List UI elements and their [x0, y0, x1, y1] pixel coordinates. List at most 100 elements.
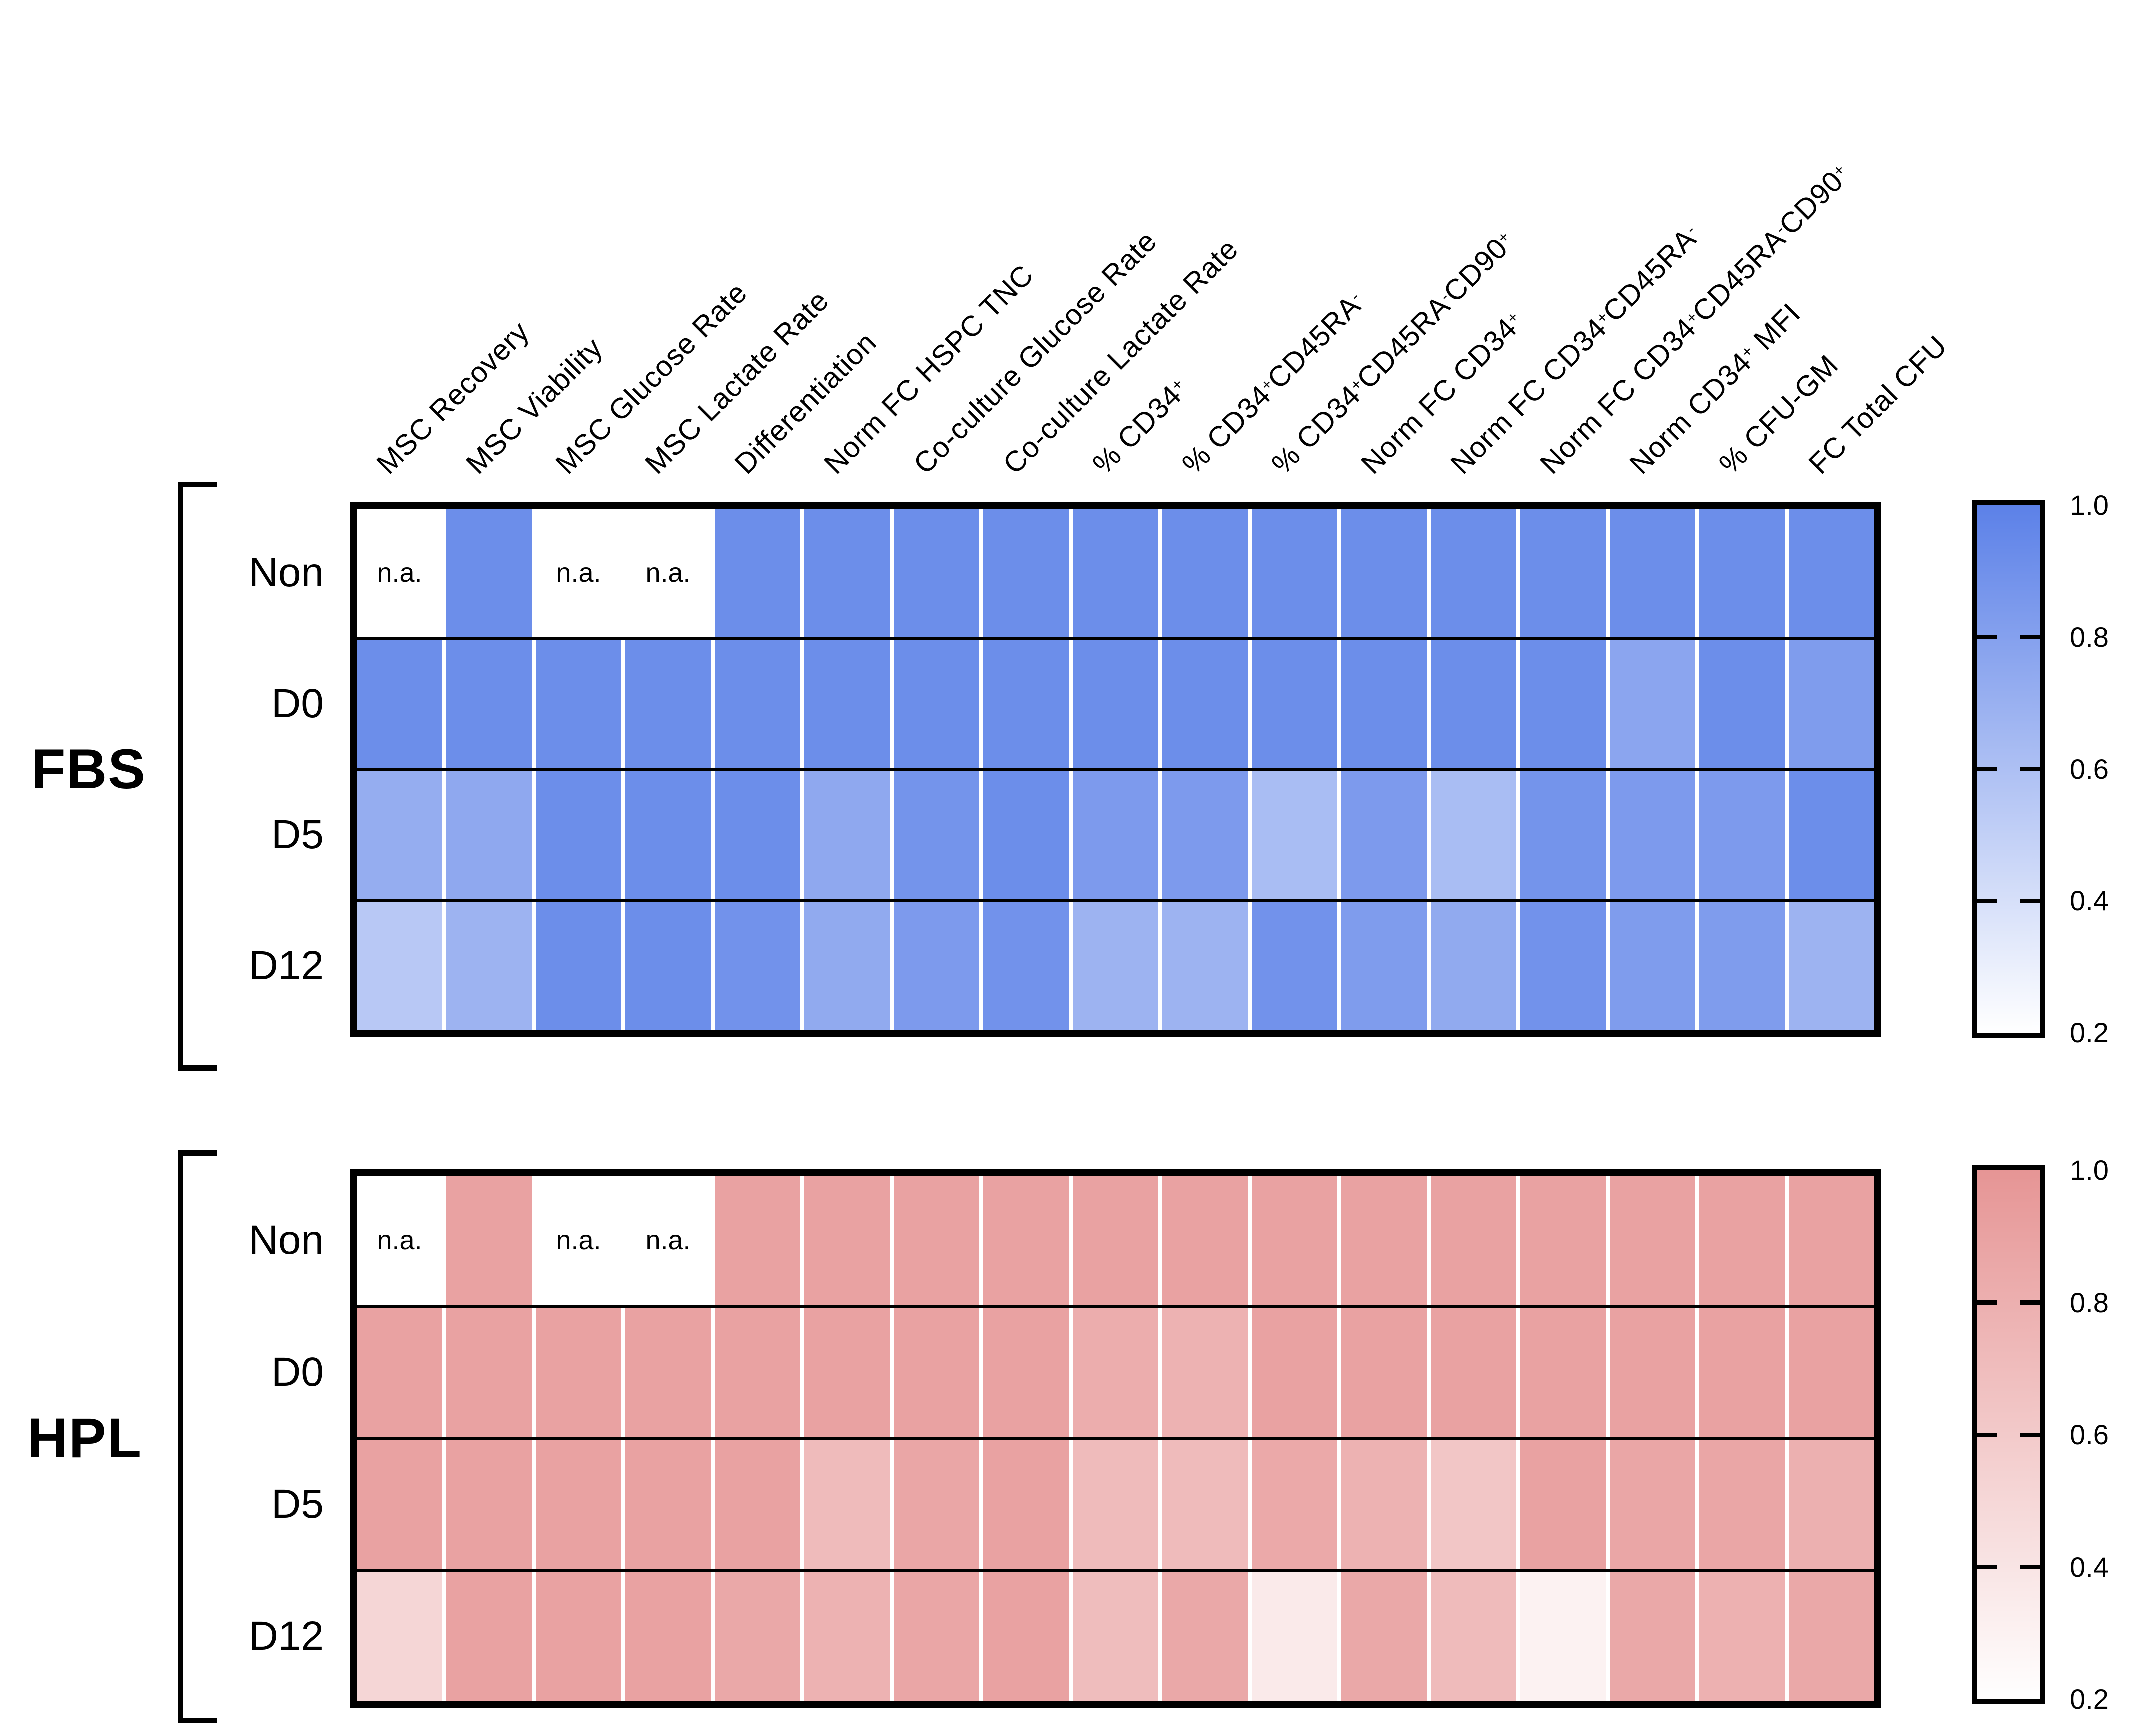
heatmap-cell [1789, 640, 1874, 768]
heatmap-cell: n.a. [357, 509, 442, 637]
heatmap-cell [715, 640, 800, 768]
heatmap-cell [1073, 1572, 1158, 1701]
row-label-fbs-d5: D5 [272, 812, 324, 857]
heatmap-cell [1610, 509, 1696, 637]
heatmap-cell [536, 1308, 622, 1437]
heatmap-cell [1789, 902, 1874, 1030]
heatmap-cell [804, 902, 890, 1030]
colorbar-fbs [1972, 500, 2045, 1038]
row-label-hpl-d0: D0 [272, 1349, 324, 1395]
colorbar-tick [1977, 767, 1997, 771]
heatmap-cell [626, 1572, 711, 1701]
colorbar-tick-label: 0.6 [2070, 753, 2109, 785]
heatmap-cell [1520, 902, 1606, 1030]
heatmap-cell [894, 902, 980, 1030]
heatmap-cell [1431, 1440, 1516, 1569]
heatmap-cell [446, 902, 532, 1030]
colorbar-hpl [1972, 1165, 2045, 1704]
group-label-hpl: HPL [28, 1407, 142, 1469]
colorbar-tick-label: 0.4 [2070, 885, 2109, 917]
heatmap-cell [536, 1440, 622, 1569]
na-label: n.a. [646, 1225, 691, 1255]
group-bracket-arm [178, 1065, 217, 1071]
heatmap-cell [715, 1572, 800, 1701]
na-label: n.a. [646, 558, 691, 588]
colorbar-tick [2020, 635, 2040, 640]
heatmap-cell [1789, 1176, 1874, 1305]
heatmap-cell [1431, 1572, 1516, 1701]
heatmap-cell [1610, 1440, 1696, 1569]
heatmap-cell [804, 771, 890, 899]
row-label-hpl-d12: D12 [248, 1613, 324, 1659]
column-header: Norm FC CD34+ [1354, 307, 1524, 481]
heatmap-cell [894, 771, 980, 899]
heatmap-cell [1342, 1440, 1427, 1569]
heatmap-cell [536, 902, 622, 1030]
heatmap-cell [1162, 509, 1248, 637]
group-bracket-arm [178, 482, 217, 487]
colorbar-tick [1977, 898, 1997, 903]
heatmap-cell [715, 1308, 800, 1437]
colorbar-tick [1977, 1565, 1997, 1569]
group-bracket-arm [178, 1150, 217, 1156]
heatmap-cell [357, 640, 442, 768]
heatmap-cell [984, 509, 1069, 637]
heatmap-cell [1342, 771, 1427, 899]
heatmap-cell [1162, 1440, 1248, 1569]
heatmap-cell [357, 1308, 442, 1437]
heatmap-cell [984, 771, 1069, 899]
heatmap-row-d12 [357, 1572, 1874, 1701]
heatmap-cell [1520, 771, 1606, 899]
heatmap-cell [1073, 640, 1158, 768]
heatmap-cell [1342, 1308, 1427, 1437]
heatmap-cell: n.a. [626, 1176, 711, 1305]
colorbar-tick [2020, 1565, 2040, 1569]
heatmap-cell [1252, 1440, 1338, 1569]
heatmap-cell [1700, 1176, 1785, 1305]
heatmap-cell [894, 1176, 980, 1305]
heatmap-cell [984, 640, 1069, 768]
heatmap-cell [1789, 771, 1874, 899]
heatmap-cell [804, 1572, 890, 1701]
colorbar-tick [1977, 635, 1997, 640]
heatmap-cell [536, 640, 622, 768]
colorbar-tick [2020, 767, 2040, 771]
heatmap-cell [1431, 1308, 1516, 1437]
heatmap-cell [1342, 640, 1427, 768]
colorbar-tick-label: 0.2 [2070, 1017, 2109, 1048]
heatmap-cell [984, 1176, 1069, 1305]
heatmap-cell [1073, 509, 1158, 637]
heatmap-cell [1700, 771, 1785, 899]
heatmap-cell: n.a. [536, 1176, 622, 1305]
heatmap-cell [1162, 1308, 1248, 1437]
colorbar-tick-label: 1.0 [2070, 489, 2109, 521]
heatmap-row-d12 [357, 902, 1874, 1030]
colorbar-tick-label: 0.8 [2070, 1286, 2109, 1318]
heatmap-cell [804, 1176, 890, 1305]
heatmap-cell [1700, 509, 1785, 637]
row-label-fbs-d12: D12 [248, 943, 324, 988]
heatmap-row-d5 [357, 1440, 1874, 1569]
heatmap-cell [1431, 1176, 1516, 1305]
colorbar-tick [2020, 1300, 2040, 1305]
heatmap-cell [1789, 1440, 1874, 1569]
heatmap-cell [1431, 771, 1516, 899]
heatmap-cell [804, 509, 890, 637]
heatmap-cell [626, 771, 711, 899]
colorbar-tick-label: 0.2 [2070, 1683, 2109, 1715]
heatmap-cell [446, 1572, 532, 1701]
heatmap-cell [1431, 509, 1516, 637]
colorbar-tick [2020, 1432, 2040, 1437]
heatmap-cell [1252, 1308, 1338, 1437]
heatmap-row-d0 [357, 640, 1874, 768]
heatmap-cell [1162, 1572, 1248, 1701]
heatmap-cell [1252, 509, 1338, 637]
heatmap-cell [715, 771, 800, 899]
colorbar-tick [2020, 898, 2040, 903]
heatmap-cell [804, 640, 890, 768]
heatmap-cell [357, 1440, 442, 1569]
group-bracket [178, 1150, 184, 1723]
heatmap-cell [1610, 902, 1696, 1030]
column-header: MSC Recovery [370, 315, 536, 481]
heatmap-cell [1162, 1176, 1248, 1305]
